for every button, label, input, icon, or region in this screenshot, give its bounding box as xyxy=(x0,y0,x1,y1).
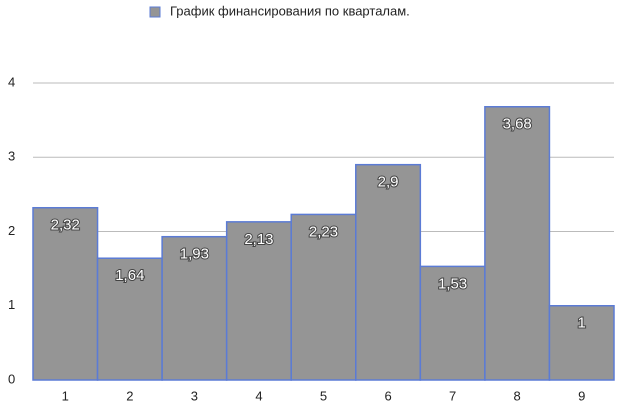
legend-swatch xyxy=(149,6,161,18)
value-label: 1,53 xyxy=(438,275,467,292)
value-label: 1,93 xyxy=(180,246,209,263)
bar xyxy=(96,257,163,381)
x-tick-label: 5 xyxy=(320,388,327,403)
y-tick-label: 3 xyxy=(8,149,15,164)
bar xyxy=(355,163,422,381)
bar xyxy=(161,235,228,381)
value-label: 1,64 xyxy=(115,267,144,284)
y-tick-label: 0 xyxy=(8,371,15,386)
bar xyxy=(548,305,615,381)
y-tick-label: 1 xyxy=(8,297,15,312)
value-label: 3,68 xyxy=(503,116,532,133)
x-tick-label: 4 xyxy=(255,388,262,403)
value-label: 2,13 xyxy=(244,231,273,248)
bar xyxy=(225,221,292,381)
bar xyxy=(419,265,486,381)
legend-label: График финансирования по кварталам. xyxy=(170,3,410,18)
bar xyxy=(32,206,99,381)
x-tick-label: 3 xyxy=(191,388,198,403)
value-label: 1 xyxy=(578,315,586,332)
x-tick-label: 6 xyxy=(384,388,391,403)
bar xyxy=(484,106,551,381)
bar xyxy=(290,213,357,381)
x-tick-label: 2 xyxy=(126,388,133,403)
value-label: 2,32 xyxy=(51,217,80,234)
value-label: 2,9 xyxy=(378,174,399,191)
x-tick-label: 9 xyxy=(578,388,585,403)
x-tick-label: 7 xyxy=(449,388,456,403)
value-label: 2,23 xyxy=(309,223,338,240)
y-tick-label: 4 xyxy=(8,74,15,89)
x-tick-label: 1 xyxy=(62,388,69,403)
x-tick-label: 8 xyxy=(514,388,521,403)
y-tick-label: 2 xyxy=(8,223,15,238)
